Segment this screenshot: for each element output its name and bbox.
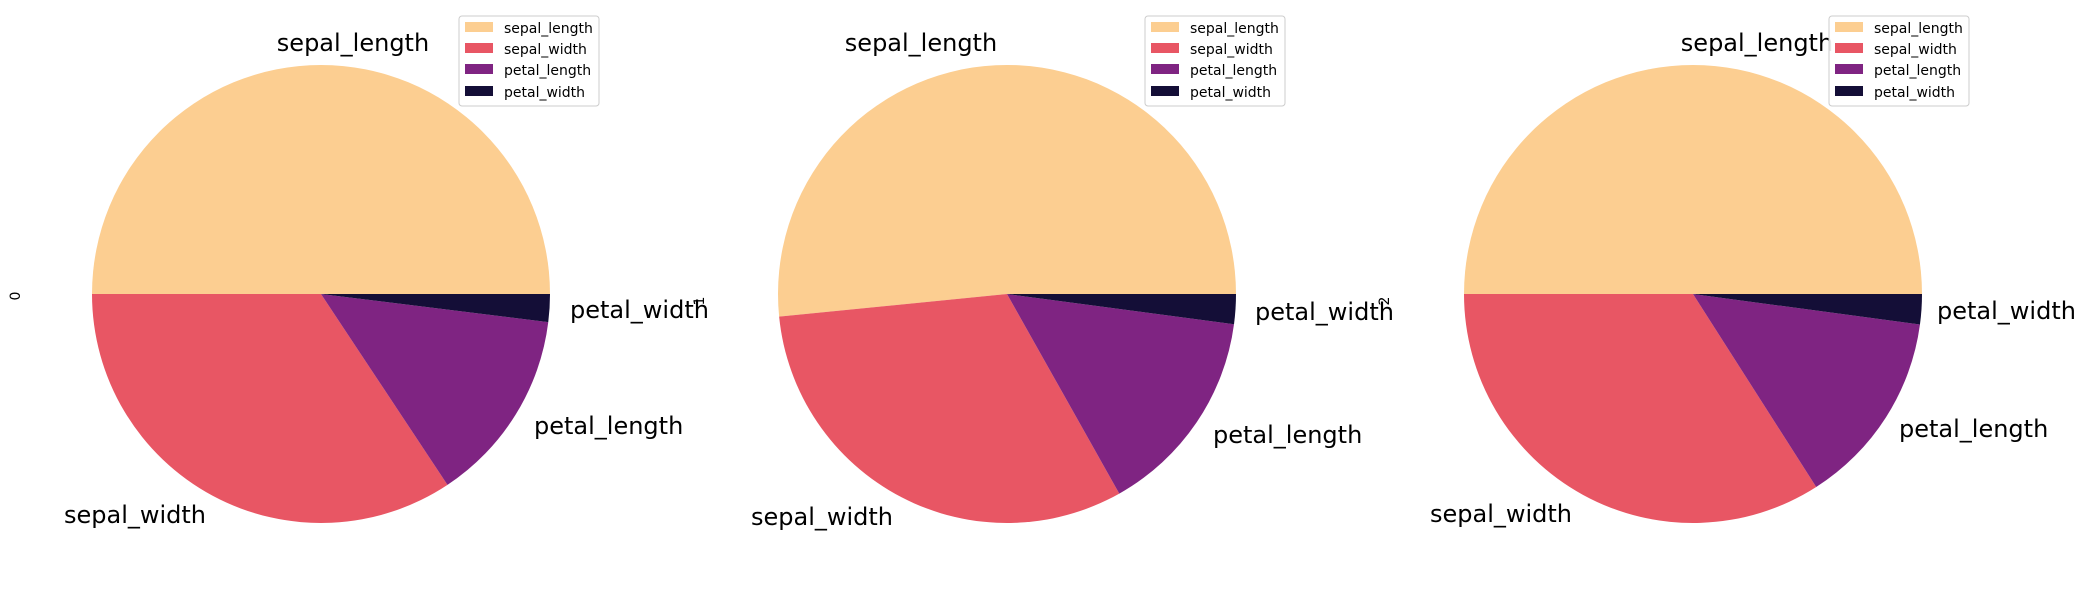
pie-slice-1-sepal-length: [778, 64, 1236, 317]
legend-swatch-1-2: [1151, 64, 1179, 74]
legend-text-2-0: sepal_length: [1874, 21, 1963, 37]
pie-slice-0-sepal-length: [92, 65, 550, 294]
pie-slice-2-petal-width: [1693, 294, 1923, 325]
pie-slice-2-sepal-width: [1464, 294, 1817, 523]
pie-slice-2-petal-length: [1693, 294, 1920, 488]
slice-label-2-3: petal_width: [1937, 297, 2076, 325]
slice-label-0-3: petal_width: [570, 296, 709, 324]
slice-label-2-1: sepal_width: [1430, 500, 1572, 528]
legend-frame-1: [1144, 15, 1286, 107]
pie-panel-2: 2 sepal_length sepal_width petal_length …: [1377, 15, 2076, 528]
slice-label-1-2: petal_length: [1213, 421, 1362, 449]
slice-labels-0: sepal_length sepal_width petal_length pe…: [64, 29, 709, 529]
legend-text-1-1: sepal_width: [1190, 42, 1273, 58]
slice-label-0-1: sepal_width: [64, 501, 206, 529]
slice-label-0-2: petal_length: [534, 412, 683, 440]
legend-text-1-2: petal_length: [1190, 63, 1277, 79]
legend-swatch-1-3: [1151, 86, 1179, 96]
slice-labels-2: sepal_length sepal_width petal_length pe…: [1430, 29, 2076, 528]
legend-1: sepal_length sepal_width petal_length pe…: [1144, 15, 1286, 107]
slice-label-0-0: sepal_length: [277, 29, 429, 57]
slice-label-1-1: sepal_width: [751, 503, 893, 531]
legend-text-0-3: petal_width: [504, 85, 585, 101]
pie-slice-0-petal-width: [321, 294, 550, 323]
legend-swatch-2-3: [1835, 86, 1863, 96]
legend-frame-2: [1828, 15, 1970, 107]
slice-labels-1: sepal_length sepal_width petal_length pe…: [751, 29, 1394, 531]
legend-text-1-0: sepal_length: [1190, 21, 1279, 37]
slices-1: [778, 64, 1236, 523]
legend-swatch-1-1: [1151, 43, 1179, 53]
pie-slice-1-petal-width: [1007, 294, 1236, 325]
slice-label-1-0: sepal_length: [845, 29, 997, 57]
legend-0: sepal_length sepal_width petal_length pe…: [458, 15, 600, 107]
ylabel-0: 0: [8, 292, 24, 301]
legend-2: sepal_length sepal_width petal_length pe…: [1828, 15, 1970, 107]
legend-frame-0: [458, 15, 600, 107]
legend-text-2-1: sepal_width: [1874, 42, 1957, 58]
slice-label-2-2: petal_length: [1899, 415, 2048, 443]
legend-swatch-0-3: [465, 86, 493, 96]
legend-swatch-0-2: [465, 64, 493, 74]
pie-slice-1-petal-length: [1007, 294, 1234, 494]
slice-label-1-3: petal_width: [1255, 298, 1394, 326]
legend-swatch-2-1: [1835, 43, 1863, 53]
pie-slice-0-sepal-width: [92, 294, 448, 523]
pie-panel-1: 1 sepal_length sepal_width petal_length …: [692, 15, 1394, 531]
pie-panel-0: 0 sepal_length sepal_width petal_length …: [8, 15, 709, 529]
legend-text-2-3: petal_width: [1874, 85, 1955, 101]
legend-swatch-0-1: [465, 43, 493, 53]
legend-swatch-2-0: [1835, 22, 1863, 32]
ylabel-2: 2: [1377, 297, 1393, 306]
legend-text-2-2: petal_length: [1874, 63, 1961, 79]
pie-slice-1-sepal-width: [779, 294, 1120, 523]
slices-2: [1464, 65, 1923, 523]
legend-text-1-3: petal_width: [1190, 85, 1271, 101]
legend-swatch-2-2: [1835, 64, 1863, 74]
slice-label-2-0: sepal_length: [1681, 29, 1833, 57]
legend-swatch-0-0: [465, 22, 493, 32]
legend-text-0-1: sepal_width: [504, 42, 587, 58]
ylabel-1: 1: [692, 297, 708, 306]
slices-0: [92, 65, 550, 523]
legend-text-0-2: petal_length: [504, 63, 591, 79]
pie-slice-0-petal-length: [321, 294, 549, 485]
pie-slice-2-sepal-length: [1464, 65, 1922, 294]
legend-text-0-0: sepal_length: [504, 21, 593, 37]
legend-swatch-1-0: [1151, 22, 1179, 32]
